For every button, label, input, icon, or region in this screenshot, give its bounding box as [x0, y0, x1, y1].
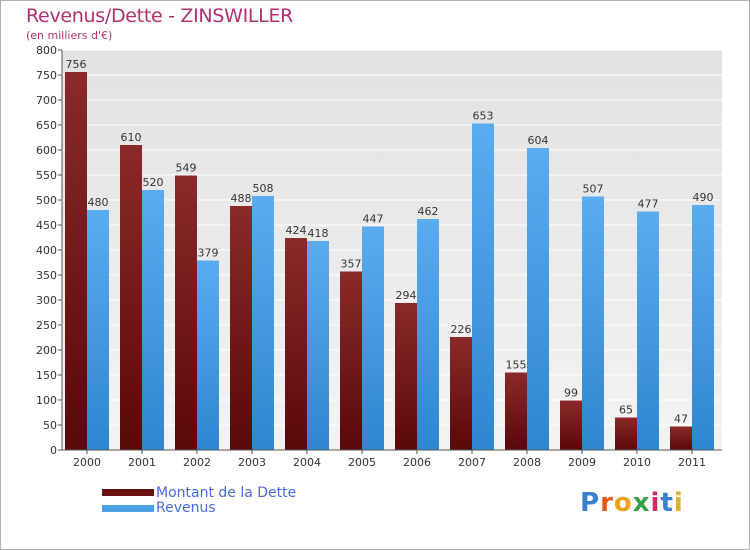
- revenue-bar: [472, 123, 494, 450]
- x-tick-label: 2008: [513, 456, 541, 469]
- revenue-bar: [307, 241, 329, 450]
- x-tick-label: 2009: [568, 456, 596, 469]
- x-tick-label: 2001: [128, 456, 156, 469]
- data-label: 549: [176, 162, 197, 175]
- chart-subtitle: (en milliers d'€): [26, 29, 113, 42]
- x-tick-label: 2007: [458, 456, 486, 469]
- revenue-bar: [362, 226, 384, 450]
- debt-bar: [65, 72, 87, 450]
- y-tick-label: 450: [36, 219, 57, 232]
- revenue-bar: [582, 196, 604, 450]
- y-tick-label: 650: [36, 119, 57, 132]
- bars: [65, 72, 714, 450]
- axes: 0 50 100 150 200 250 300 350 400 450 500 550 600 650 7…: [36, 44, 722, 469]
- legend-label-debt: Montant de la Dette: [156, 485, 297, 501]
- x-tick-label: 2003: [238, 456, 266, 469]
- data-label: 480: [88, 196, 109, 209]
- y-tick-label: 600: [36, 144, 57, 157]
- debt-bar: [450, 337, 472, 450]
- data-label: 424: [286, 224, 307, 237]
- data-label: 508: [253, 182, 274, 195]
- data-label: 99: [564, 387, 578, 400]
- revenue-bar: [87, 210, 109, 450]
- revenue-bar: [637, 211, 659, 450]
- debt-bar: [230, 206, 252, 450]
- data-label: 155: [506, 359, 527, 372]
- data-label: 226: [451, 323, 472, 336]
- data-label: 604: [528, 134, 549, 147]
- data-label: 653: [473, 110, 494, 123]
- legend-swatch-debt: [102, 489, 154, 496]
- y-tick-label: 700: [36, 94, 57, 107]
- x-tick-label: 2002: [183, 456, 211, 469]
- debt-bar: [560, 400, 582, 450]
- revenue-bar: [252, 196, 274, 450]
- y-tick-label: 300: [36, 294, 57, 307]
- debt-bar: [395, 303, 417, 450]
- y-tick-label: 400: [36, 244, 57, 257]
- data-label: 610: [121, 131, 142, 144]
- data-label: 462: [418, 205, 439, 218]
- x-tick-label: 2006: [403, 456, 431, 469]
- data-label: 488: [231, 192, 252, 205]
- data-label: 294: [396, 289, 417, 302]
- debt-bar: [670, 426, 692, 450]
- data-label: 379: [198, 247, 219, 260]
- x-tick-label: 2011: [678, 456, 706, 469]
- revenue-bar: [142, 190, 164, 450]
- chart-title: Revenus/Dette - ZINSWILLER: [26, 5, 294, 27]
- legend-swatch-revenue: [102, 505, 154, 512]
- revenue-bar: [197, 260, 219, 450]
- debt-bar: [505, 372, 527, 450]
- data-label: 507: [583, 183, 604, 196]
- debt-bar: [285, 238, 307, 450]
- proxiti-logo: Proxiti: [580, 488, 684, 518]
- data-label: 47: [674, 413, 688, 426]
- data-label: 520: [143, 176, 164, 189]
- y-tick-label: 100: [36, 394, 57, 407]
- data-label: 477: [638, 198, 659, 211]
- y-tick-label: 0: [50, 444, 57, 457]
- data-label: 418: [308, 227, 329, 240]
- x-tick-label: 2000: [73, 456, 101, 469]
- data-label: 357: [341, 258, 362, 271]
- y-tick-label: 500: [36, 194, 57, 207]
- debt-bar: [615, 417, 637, 450]
- debt-bar: [340, 271, 362, 450]
- data-label: 65: [619, 404, 633, 417]
- y-tick-label: 800: [36, 44, 57, 57]
- x-tick-label: 2005: [348, 456, 376, 469]
- debt-bar: [120, 145, 142, 450]
- y-tick-label: 550: [36, 169, 57, 182]
- y-tick-label: 150: [36, 369, 57, 382]
- revenue-bar: [527, 148, 549, 450]
- legend-label-revenue: Revenus: [156, 500, 216, 516]
- data-label: 490: [693, 191, 714, 204]
- data-label: 447: [363, 213, 384, 226]
- revenue-bar: [692, 205, 714, 450]
- debt-bar: [175, 175, 197, 450]
- y-tick-label: 50: [43, 419, 57, 432]
- y-tick-label: 350: [36, 269, 57, 282]
- revenue-bar: [417, 219, 439, 450]
- y-tick-label: 250: [36, 319, 57, 332]
- data-label: 756: [66, 58, 87, 71]
- y-tick-label: 750: [36, 69, 57, 82]
- y-tick-label: 200: [36, 344, 57, 357]
- x-tick-label: 2004: [293, 456, 321, 469]
- x-tick-label: 2010: [623, 456, 651, 469]
